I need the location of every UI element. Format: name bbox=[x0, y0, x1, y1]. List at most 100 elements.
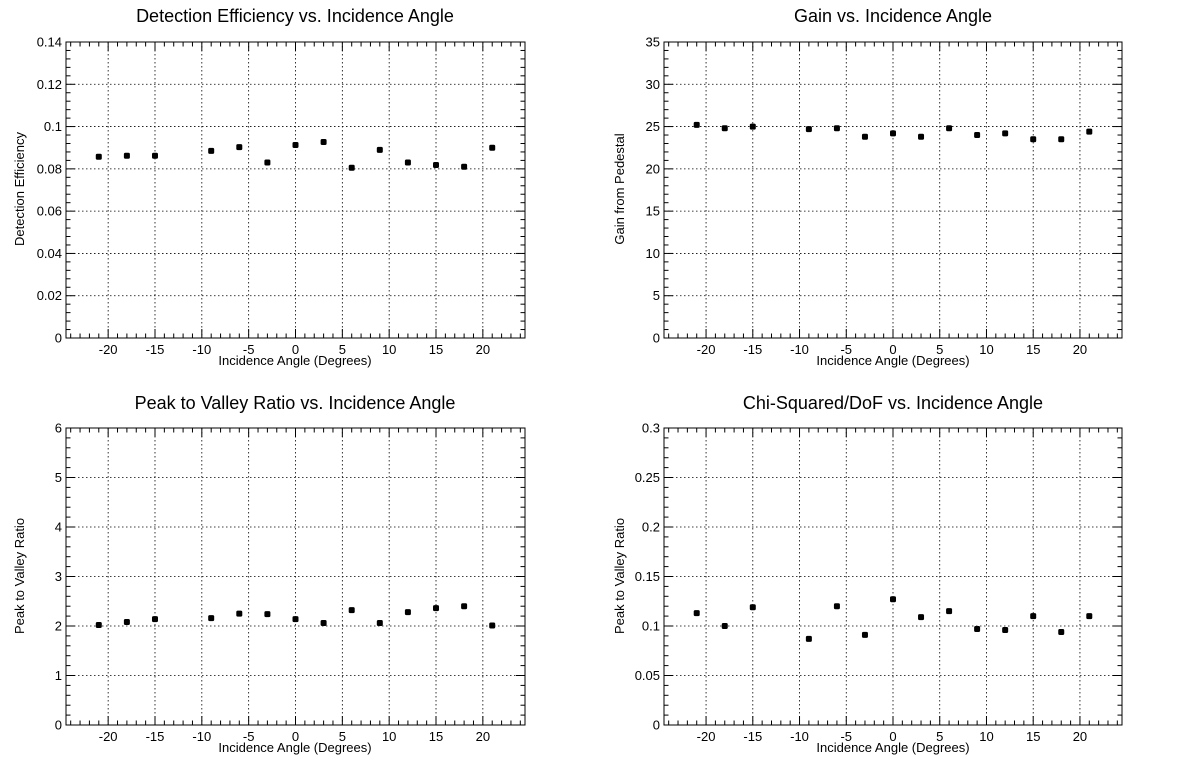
y-tick-label: 0 bbox=[653, 718, 660, 733]
y-axis-label: Gain from Pedestal bbox=[612, 133, 627, 244]
x-tick-label: -5 bbox=[243, 342, 255, 357]
data-point bbox=[123, 152, 130, 159]
y-tick-label: 5 bbox=[55, 470, 62, 485]
data-point bbox=[1002, 626, 1009, 633]
ticks bbox=[664, 41, 1122, 339]
x-tick-label: 20 bbox=[476, 342, 490, 357]
data-point bbox=[461, 603, 468, 610]
data-point bbox=[461, 163, 468, 170]
x-tick-label: -20 bbox=[697, 729, 716, 744]
data-point bbox=[123, 619, 130, 626]
data-points bbox=[95, 603, 496, 629]
data-point bbox=[918, 133, 925, 140]
grid-lines bbox=[66, 428, 525, 725]
y-tick-label: 0.06 bbox=[37, 204, 62, 219]
data-point bbox=[404, 159, 411, 166]
data-point bbox=[433, 162, 440, 169]
y-tick-label: 0.1 bbox=[44, 119, 62, 134]
data-point bbox=[1086, 128, 1093, 135]
data-point bbox=[693, 121, 700, 128]
panel-chi-squared: Chi-Squared/DoF vs. Incidence Angle Inci… bbox=[612, 393, 1123, 755]
chart-title: Chi-Squared/DoF vs. Incidence Angle bbox=[743, 393, 1043, 413]
y-tick-label: 0.08 bbox=[37, 161, 62, 176]
y-tick-label: 0.25 bbox=[635, 470, 660, 485]
x-tick-label: -20 bbox=[697, 342, 716, 357]
data-point bbox=[946, 125, 953, 132]
x-tick-label: -5 bbox=[243, 729, 255, 744]
x-tick-label: 0 bbox=[292, 729, 299, 744]
x-tick-label: 10 bbox=[382, 729, 396, 744]
data-point bbox=[95, 153, 102, 160]
y-tick-label: 1 bbox=[55, 668, 62, 683]
y-axis-label: Peak to Valley Ratio bbox=[12, 518, 27, 634]
y-tick-label: 25 bbox=[646, 119, 660, 134]
x-tick-label: -20 bbox=[99, 729, 118, 744]
data-point bbox=[95, 622, 102, 629]
x-tick-label: 15 bbox=[1026, 729, 1040, 744]
y-tick-label: 0.14 bbox=[37, 35, 62, 50]
data-point bbox=[833, 603, 840, 610]
data-point bbox=[918, 614, 925, 621]
data-point bbox=[1030, 136, 1037, 143]
x-tick-label: -15 bbox=[743, 729, 762, 744]
data-point bbox=[974, 625, 981, 632]
y-axis-label: Detection Efficiency bbox=[12, 132, 27, 246]
x-tick-label: 20 bbox=[1073, 342, 1087, 357]
x-tick-label: 0 bbox=[292, 342, 299, 357]
y-tick-label: 0.15 bbox=[635, 569, 660, 584]
data-point bbox=[292, 141, 299, 148]
chart-title: Detection Efficiency vs. Incidence Angle bbox=[136, 6, 454, 26]
y-tick-label: 0.3 bbox=[642, 421, 660, 436]
grid-lines bbox=[664, 428, 1122, 725]
y-tick-label: 15 bbox=[646, 204, 660, 219]
data-point bbox=[320, 139, 327, 146]
x-tick-label: 15 bbox=[1026, 342, 1040, 357]
x-axis-label: Incidence Angle (Degrees) bbox=[218, 740, 371, 755]
data-point bbox=[974, 132, 981, 139]
y-tick-label: 0.05 bbox=[635, 668, 660, 683]
data-point bbox=[749, 604, 756, 611]
data-point bbox=[433, 605, 440, 612]
x-tick-label: -5 bbox=[840, 729, 852, 744]
data-point bbox=[1058, 136, 1065, 143]
y-tick-label: 0 bbox=[55, 331, 62, 346]
y-tick-label: 4 bbox=[55, 520, 62, 535]
x-tick-label: -15 bbox=[743, 342, 762, 357]
data-point bbox=[489, 144, 496, 151]
y-tick-label: 0.2 bbox=[642, 520, 660, 535]
data-point bbox=[404, 609, 411, 616]
x-tick-label: 5 bbox=[339, 729, 346, 744]
y-tick-label: 2 bbox=[55, 619, 62, 634]
x-tick-label: 10 bbox=[979, 729, 993, 744]
data-point bbox=[348, 164, 355, 171]
x-tick-label: 15 bbox=[429, 729, 443, 744]
data-point bbox=[264, 611, 271, 618]
data-point bbox=[721, 623, 728, 629]
ticks bbox=[66, 41, 525, 339]
chart-title: Gain vs. Incidence Angle bbox=[794, 6, 992, 26]
data-point bbox=[208, 147, 215, 154]
y-tick-label: 20 bbox=[646, 161, 660, 176]
panel-peak-to-valley: Peak to Valley Ratio vs. Incidence Angle… bbox=[12, 393, 526, 755]
x-tick-label: 15 bbox=[429, 342, 443, 357]
x-tick-label: -10 bbox=[790, 342, 809, 357]
data-point bbox=[151, 152, 158, 159]
x-tick-label: 5 bbox=[936, 342, 943, 357]
data-points bbox=[693, 121, 1093, 143]
x-axis-label: Incidence Angle (Degrees) bbox=[218, 353, 371, 368]
data-point bbox=[861, 133, 868, 140]
chart-title: Peak to Valley Ratio vs. Incidence Angle bbox=[135, 393, 456, 413]
data-point bbox=[861, 631, 868, 638]
data-point bbox=[151, 616, 158, 623]
y-axis-label: Peak to Valley Ratio bbox=[612, 518, 627, 634]
ticks bbox=[664, 427, 1122, 726]
x-tick-label: 5 bbox=[936, 729, 943, 744]
data-points bbox=[95, 139, 496, 171]
data-point bbox=[805, 635, 812, 642]
y-tick-label: 0 bbox=[55, 718, 62, 733]
data-point bbox=[489, 622, 496, 629]
data-point bbox=[236, 610, 243, 617]
x-tick-label: 5 bbox=[339, 342, 346, 357]
